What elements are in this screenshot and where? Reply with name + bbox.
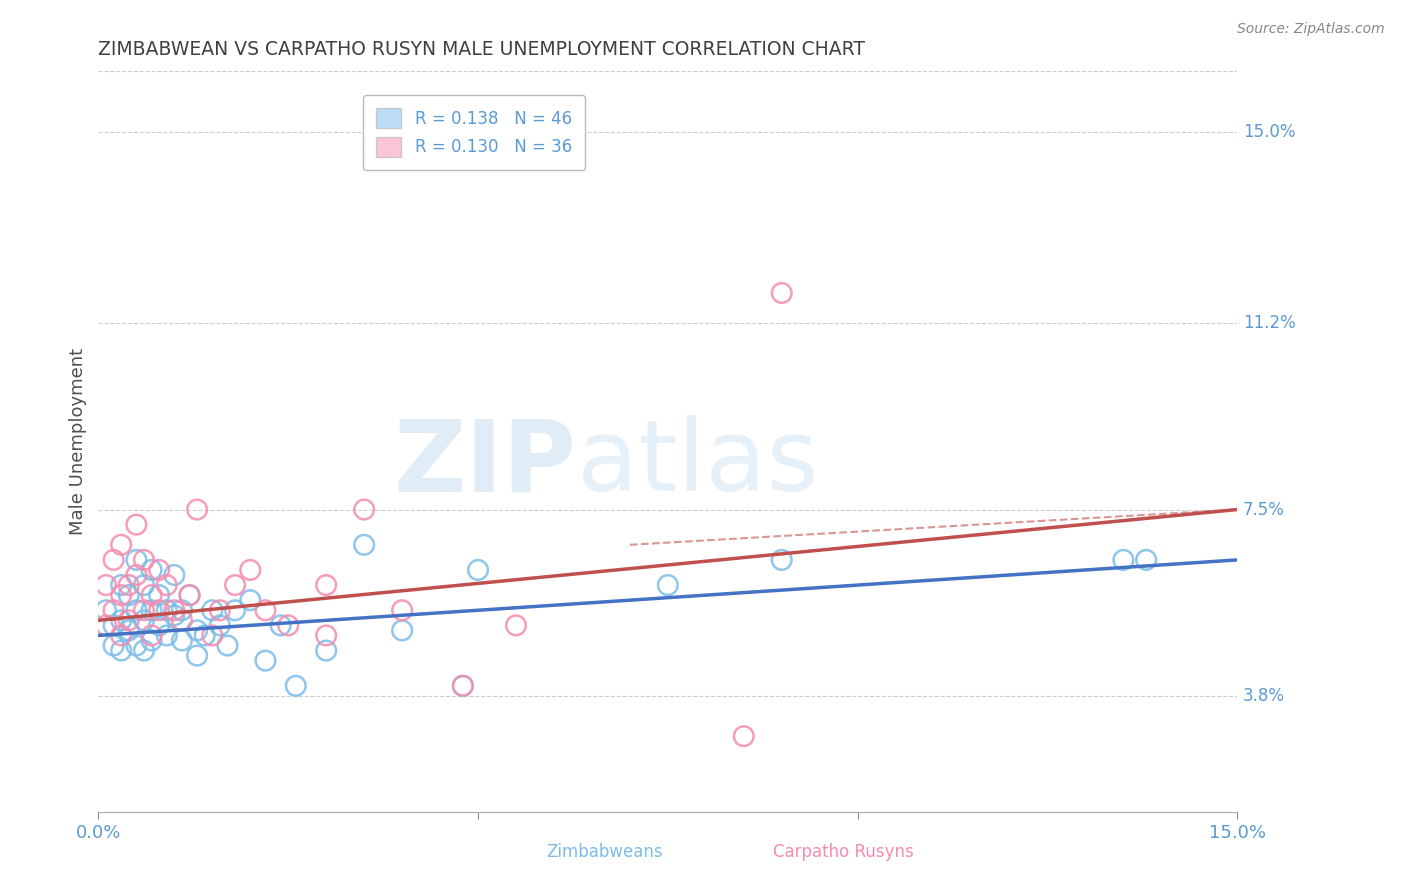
Point xyxy=(315,578,337,592)
Point xyxy=(170,633,193,648)
Point xyxy=(179,588,201,602)
Point xyxy=(141,588,163,602)
Point xyxy=(156,628,179,642)
Point xyxy=(125,517,148,532)
Point xyxy=(132,553,155,567)
Point xyxy=(141,563,163,577)
Point xyxy=(201,603,224,617)
Point xyxy=(770,285,793,300)
Point xyxy=(208,603,231,617)
Point xyxy=(125,568,148,582)
Point xyxy=(451,679,474,693)
Point xyxy=(451,679,474,693)
Point xyxy=(224,603,246,617)
Point xyxy=(110,588,132,602)
Y-axis label: Male Unemployment: Male Unemployment xyxy=(69,348,87,535)
Point xyxy=(156,603,179,617)
Point xyxy=(315,643,337,657)
Point xyxy=(94,618,117,632)
Point xyxy=(110,628,132,642)
Text: Carpatho Rusyns: Carpatho Rusyns xyxy=(773,843,914,861)
Point xyxy=(156,578,179,592)
Point xyxy=(110,538,132,552)
Point xyxy=(118,578,141,592)
Point xyxy=(179,588,201,602)
Point xyxy=(132,578,155,592)
Point xyxy=(148,618,170,632)
Point xyxy=(103,553,125,567)
Point xyxy=(103,618,125,632)
Text: 3.8%: 3.8% xyxy=(1243,687,1285,705)
Point xyxy=(315,628,337,642)
Text: Source: ZipAtlas.com: Source: ZipAtlas.com xyxy=(1237,22,1385,37)
Point xyxy=(391,603,413,617)
Point xyxy=(132,643,155,657)
Point xyxy=(353,502,375,516)
Point xyxy=(217,639,239,653)
Text: 7.5%: 7.5% xyxy=(1243,500,1285,518)
Point xyxy=(239,593,262,607)
Point xyxy=(186,502,208,516)
Point xyxy=(170,613,193,627)
Point xyxy=(125,603,148,617)
Point xyxy=(186,648,208,663)
Point xyxy=(110,578,132,592)
Point xyxy=(132,613,155,627)
Point xyxy=(141,603,163,617)
Point xyxy=(110,613,132,627)
Point xyxy=(224,578,246,592)
Text: Zimbabweans: Zimbabweans xyxy=(547,843,662,861)
Point xyxy=(110,643,132,657)
Point xyxy=(254,603,277,617)
Point xyxy=(277,618,299,632)
Point xyxy=(186,624,208,638)
Point xyxy=(94,603,117,617)
Point xyxy=(103,639,125,653)
Point xyxy=(141,628,163,642)
Point xyxy=(118,613,141,627)
Point xyxy=(733,729,755,743)
Legend: R = 0.138   N = 46, R = 0.130   N = 36: R = 0.138 N = 46, R = 0.130 N = 36 xyxy=(363,95,585,170)
Point xyxy=(270,618,292,632)
Text: ZIP: ZIP xyxy=(394,416,576,512)
Point xyxy=(118,624,141,638)
Point xyxy=(118,588,141,602)
Point xyxy=(391,624,413,638)
Point xyxy=(148,563,170,577)
Point xyxy=(201,628,224,642)
Point xyxy=(94,578,117,592)
Point xyxy=(148,588,170,602)
Point xyxy=(163,603,186,617)
Point xyxy=(254,654,277,668)
Point xyxy=(194,628,217,642)
Point xyxy=(132,603,155,617)
Point xyxy=(284,679,307,693)
Point xyxy=(657,578,679,592)
Text: atlas: atlas xyxy=(576,416,818,512)
Point xyxy=(125,639,148,653)
Text: 11.2%: 11.2% xyxy=(1243,314,1296,332)
Point xyxy=(505,618,527,632)
Point xyxy=(770,553,793,567)
Point xyxy=(170,603,193,617)
Point xyxy=(353,538,375,552)
Text: ZIMBABWEAN VS CARPATHO RUSYN MALE UNEMPLOYMENT CORRELATION CHART: ZIMBABWEAN VS CARPATHO RUSYN MALE UNEMPL… xyxy=(98,39,866,59)
Point xyxy=(163,568,186,582)
Point xyxy=(141,633,163,648)
Point xyxy=(103,603,125,617)
Point xyxy=(125,553,148,567)
Point xyxy=(208,618,231,632)
Point xyxy=(148,603,170,617)
Point xyxy=(1135,553,1157,567)
Text: 15.0%: 15.0% xyxy=(1243,123,1295,141)
Point xyxy=(239,563,262,577)
Point xyxy=(163,608,186,623)
Point xyxy=(467,563,489,577)
Point xyxy=(1112,553,1135,567)
